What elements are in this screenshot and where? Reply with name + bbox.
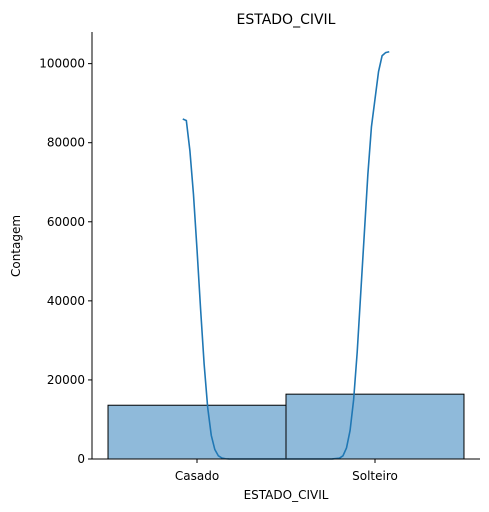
bar-solteiro (285, 393, 465, 460)
x-tick-label: Solteiro (352, 469, 398, 483)
bar-casado (107, 404, 287, 460)
x-tick-label: Casado (175, 469, 219, 483)
chart-title: ESTADO_CIVIL (237, 12, 336, 28)
y-ticks: 0 20000 40000 60000 80000 100000 (39, 57, 92, 466)
bars-group (107, 393, 465, 460)
y-tick-label: 60000 (47, 215, 85, 229)
y-tick-label: 80000 (47, 136, 85, 150)
x-axis-label: ESTADO_CIVIL (244, 488, 329, 502)
y-tick-label: 40000 (47, 294, 85, 308)
y-tick-label: 20000 (47, 373, 85, 387)
x-ticks: Casado Solteiro (175, 459, 398, 483)
y-tick-label: 0 (77, 452, 85, 466)
y-axis-label: Contagem (9, 215, 23, 277)
y-tick-label: 100000 (39, 57, 85, 71)
